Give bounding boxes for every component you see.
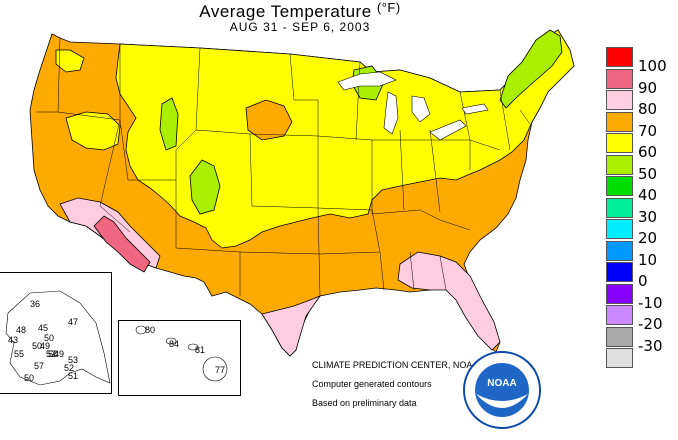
alaska-station-value: 45 [38,323,48,333]
legend-label: 100 [638,57,667,75]
temperature-band-90-100 [93,215,151,273]
legend-swatch [606,326,633,347]
legend-row: 20 [606,219,678,246]
alaska-station-value: 50 [32,341,42,351]
hawaii-station-value: 80 [145,325,155,335]
credit-data: Based on preliminary data [312,398,417,408]
legend-swatch [606,47,633,67]
legend-row: -20 [606,305,678,332]
alaska-inset: 36 47 48 45 50 43 50 49 50 55 52 49 53 57 52 51 50 [0,272,112,394]
noaa-logo: NOAA [462,350,542,430]
legend-row: 60 [606,133,678,160]
alaska-station-value: 52 [46,349,56,359]
map-subtitle: AUG 31 - SEP 6, 2003 [229,20,371,34]
alaska-station-value: 50 [24,373,34,383]
hawaii-station-value: 77 [215,365,225,375]
legend-row: 100 [606,47,678,74]
temperature-band-80-90-texas [261,295,322,357]
legend-swatch [606,219,633,239]
hawaii-inset: 80 84 81 77 [118,320,241,396]
legend-swatch [606,197,633,218]
conus-map-svg [29,29,575,357]
alaska-station-value: 55 [14,349,24,359]
lake-michigan [383,91,399,135]
temperature-band-70-80-sd [245,99,293,141]
legend-row: 90 [606,68,678,95]
lake-huron [411,95,431,123]
lake-superior [337,71,397,91]
alaska-station-value: 43 [8,335,18,345]
legend-row: 0 [606,262,678,289]
alaska-station-value: 49 [40,341,50,351]
legend-label: 40 [638,186,658,204]
legend-row: 30 [606,197,678,224]
legend-label: 20 [638,229,658,247]
temperature-band-60-70-west [65,111,121,151]
legend-swatch [606,240,633,261]
legend-row: 10 [606,240,678,267]
legend-swatch [606,348,633,368]
legend-swatch [606,305,633,325]
temperature-band-60-70-ca [55,49,85,73]
color-legend: 100 90 80 70 60 50 40 30 20 10 0 -10 -20 -30 [606,47,678,370]
alaska-station-value: 50 [48,349,58,359]
legend-swatch [606,133,633,153]
legend-label: -30 [638,336,663,355]
legend-label: -10 [638,293,663,312]
hawaii-station-value: 84 [169,339,179,349]
legend-label: 30 [638,207,658,226]
legend-swatch [606,262,633,282]
legend-label: 60 [638,143,658,161]
alaska-station-value: 50 [44,333,54,343]
legend-swatch [606,154,633,175]
alaska-station-value: 53 [68,355,78,365]
legend-swatch [606,111,633,132]
legend-label: 10 [638,250,658,269]
alaska-station-value: 51 [68,371,78,381]
legend-label: -20 [638,315,663,333]
noaa-logo-text: NOAA [487,378,516,389]
conus-map [29,29,575,357]
state-boundaries [36,37,531,297]
legend-row: 50 [606,154,678,181]
legend-label: 70 [638,121,658,140]
alaska-station-value: 57 [34,361,44,371]
alaska-station-value: 36 [30,299,40,309]
legend-row [606,348,678,370]
legend-swatch [606,68,633,89]
legend-label: 50 [638,164,658,183]
alaska-station-value: 49 [54,349,64,359]
temperature-band-80-90-southeast [397,251,501,351]
credit-method: Computer generated contours [312,379,432,389]
legend-row: -30 [606,326,678,353]
legend-row: 80 [606,90,678,117]
map-title: Average Temperature (°F) [0,0,600,22]
alaska-station-value: 52 [64,363,74,373]
legend-label: 0 [638,272,648,290]
legend-row: 70 [606,111,678,138]
credits: CLIMATE PREDICTION CENTER, NOAA Computer… [312,356,478,413]
title-unit: (°F) [376,0,401,15]
hawaii-map: 80 84 81 77 [135,325,228,382]
hawaii-station-value: 81 [195,345,205,355]
title-text: Average Temperature [199,2,372,21]
legend-swatch [606,176,633,196]
legend-row: -10 [606,283,678,310]
legend-row: 40 [606,176,678,203]
legend-swatch [606,90,633,110]
temperature-band-50-60-ne [499,29,563,109]
alaska-station-value: 48 [16,325,26,335]
legend-label: 90 [638,78,658,97]
legend-label: 80 [638,100,658,118]
lake-ontario [461,103,489,115]
legend-swatch [606,283,633,304]
temperature-band-50-60-mt [159,97,179,151]
temperature-band-50-60-wy [189,159,221,215]
lake-erie [429,119,467,141]
credit-agency: CLIMATE PREDICTION CENTER, NOAA [312,360,479,370]
alaska-station-value: 47 [68,317,78,327]
